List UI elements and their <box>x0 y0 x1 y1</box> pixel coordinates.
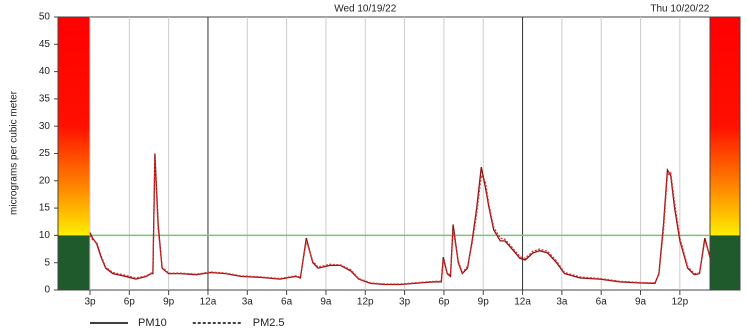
y-tick-label: 45 <box>39 39 51 50</box>
x-tick-label: 12p <box>357 297 374 308</box>
legend-label: PM2.5 <box>253 317 285 329</box>
x-tick-label: 3a <box>242 297 254 308</box>
x-tick-label: 6p <box>124 297 136 308</box>
x-tick-label: 3p <box>84 297 96 308</box>
plot-area <box>89 16 711 291</box>
y-tick-label: 10 <box>39 230 51 241</box>
y-tick-label: 15 <box>39 203 51 214</box>
x-tick-label: 9a <box>635 297 647 308</box>
series-line <box>89 153 711 286</box>
x-tick-label: 3a <box>556 297 568 308</box>
legend-label: PM10 <box>138 317 167 329</box>
x-tick-label: 6p <box>438 297 450 308</box>
y-tick-label: 25 <box>39 148 51 159</box>
y-tick-label: 20 <box>39 175 51 186</box>
x-tick-label: 9p <box>163 297 175 308</box>
aqi-bar-low <box>710 235 740 290</box>
y-axis-label: micrograms per cubic meter <box>9 90 20 215</box>
x-tick-label: 9a <box>320 297 332 308</box>
x-tick-label: 9p <box>478 297 490 308</box>
series-line <box>89 158 711 285</box>
aqi-bar-high <box>58 17 90 236</box>
aqi-bar-low <box>58 235 90 290</box>
x-tick-label: 12a <box>200 297 217 308</box>
x-tick-label: 12p <box>672 297 689 308</box>
x-tick-label: 6a <box>596 297 608 308</box>
y-tick-label: 50 <box>39 12 51 23</box>
day-label: Wed 10/19/22 <box>334 4 397 15</box>
aqi-bar-high <box>710 17 740 236</box>
y-tick-label: 35 <box>39 94 51 105</box>
y-tick-label: 40 <box>39 66 51 77</box>
x-tick-label: 12a <box>514 297 531 308</box>
day-label: Thu 10/20/22 <box>650 4 709 15</box>
y-tick-label: 30 <box>39 121 51 132</box>
y-tick-label: 0 <box>44 285 50 296</box>
x-tick-label: 6a <box>281 297 293 308</box>
y-tick-label: 5 <box>44 257 50 268</box>
x-tick-label: 3p <box>399 297 411 308</box>
